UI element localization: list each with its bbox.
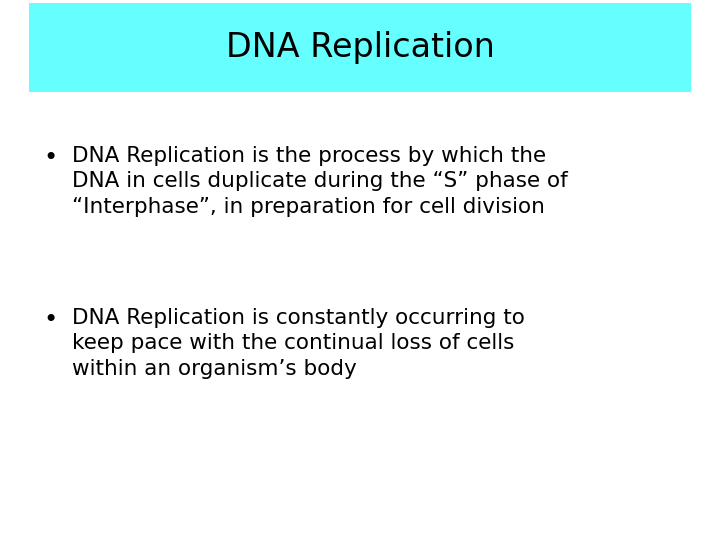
FancyBboxPatch shape bbox=[29, 3, 691, 92]
Text: DNA Replication is constantly occurring to
keep pace with the continual loss of : DNA Replication is constantly occurring … bbox=[72, 308, 525, 379]
Text: DNA Replication: DNA Replication bbox=[225, 31, 495, 64]
Text: DNA Replication is the process by which the
DNA in cells duplicate during the “S: DNA Replication is the process by which … bbox=[72, 146, 568, 217]
Text: •: • bbox=[43, 308, 58, 332]
Text: •: • bbox=[43, 146, 58, 170]
